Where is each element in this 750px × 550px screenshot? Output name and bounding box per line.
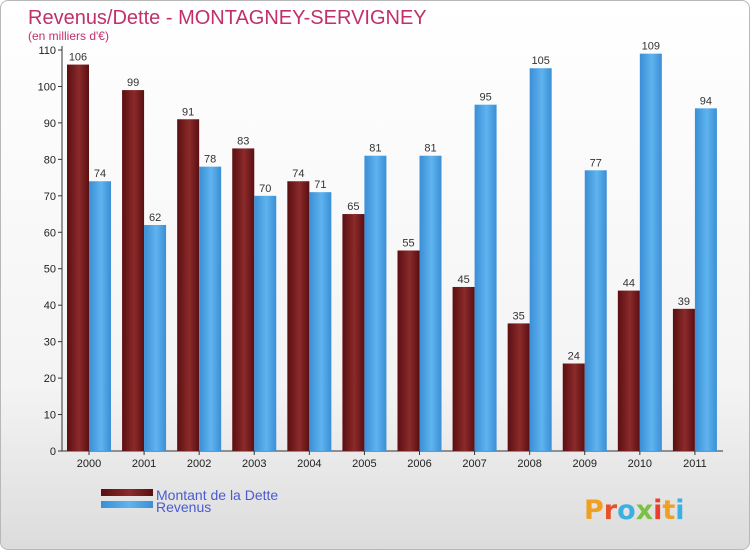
y-tick-label: 80 bbox=[44, 154, 56, 166]
bar-revenus bbox=[199, 166, 222, 451]
bar-dette bbox=[452, 286, 475, 451]
bar-revenus bbox=[694, 108, 717, 451]
legend-label-dette: Montant de la Dette bbox=[156, 487, 278, 503]
bar-dette bbox=[232, 148, 255, 451]
legend-label-revenus: Revenus bbox=[156, 499, 211, 515]
value-label: 39 bbox=[678, 296, 690, 308]
y-tick-label: 30 bbox=[44, 337, 56, 349]
y-axis: 0 10 20 30 40 50 60 70 80 90 100 110 bbox=[38, 45, 63, 458]
bar-revenus bbox=[364, 155, 387, 451]
bar-dette bbox=[672, 308, 695, 451]
bar-dette bbox=[287, 181, 310, 451]
x-tick-label: 2010 bbox=[628, 458, 652, 470]
x-tick-label: 2006 bbox=[407, 458, 431, 470]
y-tick-label: 110 bbox=[38, 45, 56, 57]
y-tick-label: 10 bbox=[44, 410, 56, 422]
value-label: 62 bbox=[149, 212, 161, 224]
bar-dette bbox=[397, 250, 420, 451]
x-tick-label: 2009 bbox=[573, 458, 597, 470]
bar-dette bbox=[562, 363, 585, 451]
x-tick-label: 2008 bbox=[517, 458, 541, 470]
x-tick-label: 2002 bbox=[187, 458, 211, 470]
chart-title: Revenus/Dette - MONTAGNEY-SERVIGNEY bbox=[28, 7, 427, 29]
x-tick-label: 2004 bbox=[297, 458, 321, 470]
bar-dette bbox=[507, 323, 530, 451]
bar-revenus bbox=[639, 53, 662, 452]
value-label: 24 bbox=[568, 351, 580, 363]
y-tick-label: 100 bbox=[38, 81, 56, 93]
value-label: 55 bbox=[402, 238, 414, 250]
x-tick-label: 2011 bbox=[683, 458, 707, 470]
value-label: 94 bbox=[700, 95, 712, 107]
value-label: 77 bbox=[590, 157, 602, 169]
bar-revenus bbox=[529, 68, 552, 452]
bar-revenus bbox=[419, 155, 442, 451]
x-tick-label: 2001 bbox=[132, 458, 156, 470]
x-axis: 2000 2001 2002 2003 2004 2005 2006 2007 2008 2009… bbox=[62, 450, 723, 470]
x-tick-label: 2005 bbox=[352, 458, 376, 470]
bar-revenus bbox=[584, 170, 607, 452]
bar-revenus bbox=[89, 181, 111, 451]
bar-dette bbox=[342, 214, 365, 451]
value-label: 78 bbox=[204, 154, 216, 166]
value-label: 44 bbox=[623, 278, 635, 290]
value-label: 74 bbox=[292, 168, 304, 180]
value-label: 105 bbox=[531, 55, 549, 67]
value-label: 99 bbox=[127, 77, 139, 89]
bar-dette bbox=[177, 119, 200, 451]
x-tick-label: 2007 bbox=[462, 458, 486, 470]
bar-revenus bbox=[144, 224, 167, 451]
bar-revenus bbox=[474, 104, 497, 451]
value-label: 35 bbox=[513, 310, 525, 322]
value-label: 81 bbox=[424, 143, 436, 155]
proxiti-logo: Proxiti bbox=[584, 495, 685, 526]
value-label: 71 bbox=[314, 179, 326, 191]
legend-swatch-revenus bbox=[101, 501, 153, 508]
value-label: 74 bbox=[94, 168, 106, 180]
chart-subtitle: (en milliers d'€) bbox=[28, 29, 109, 43]
bar-dette bbox=[617, 290, 640, 451]
y-tick-label: 50 bbox=[44, 264, 56, 276]
y-tick-label: 60 bbox=[44, 227, 56, 239]
value-label: 83 bbox=[237, 135, 249, 147]
value-label: 109 bbox=[642, 41, 660, 53]
bar-revenus bbox=[309, 192, 332, 451]
value-label: 70 bbox=[259, 183, 271, 195]
y-tick-label: 0 bbox=[50, 446, 56, 458]
x-tick-label: 2003 bbox=[242, 458, 266, 470]
legend-swatch-dette bbox=[101, 489, 153, 496]
y-tick-label: 70 bbox=[44, 191, 56, 203]
bar-dette bbox=[122, 90, 145, 451]
value-label: 81 bbox=[369, 143, 381, 155]
value-label: 106 bbox=[69, 52, 87, 64]
value-label: 45 bbox=[457, 274, 469, 286]
y-tick-label: 90 bbox=[44, 118, 56, 130]
bars: 106 74 99 62 91 78 83 70 74 71 65 81 55 81 45 95 35 105 24… bbox=[67, 41, 717, 452]
svg-text:Proxiti: Proxiti bbox=[584, 495, 685, 526]
y-tick-label: 40 bbox=[44, 300, 56, 312]
value-label: 95 bbox=[479, 92, 491, 104]
bar-dette bbox=[67, 64, 89, 451]
value-label: 65 bbox=[347, 201, 359, 213]
y-tick-label: 20 bbox=[44, 373, 56, 385]
bar-revenus bbox=[254, 195, 277, 451]
value-label: 91 bbox=[182, 106, 194, 118]
x-tick-label: 2000 bbox=[77, 458, 101, 470]
